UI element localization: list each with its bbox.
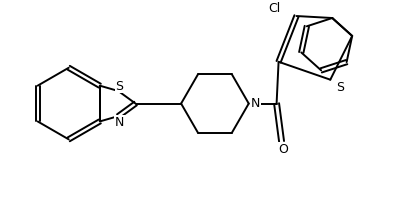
Text: N: N (250, 97, 260, 110)
Text: S: S (115, 80, 123, 92)
Text: Cl: Cl (268, 2, 280, 15)
Text: N: N (114, 116, 124, 129)
Text: O: O (278, 143, 288, 156)
Text: S: S (335, 81, 343, 94)
